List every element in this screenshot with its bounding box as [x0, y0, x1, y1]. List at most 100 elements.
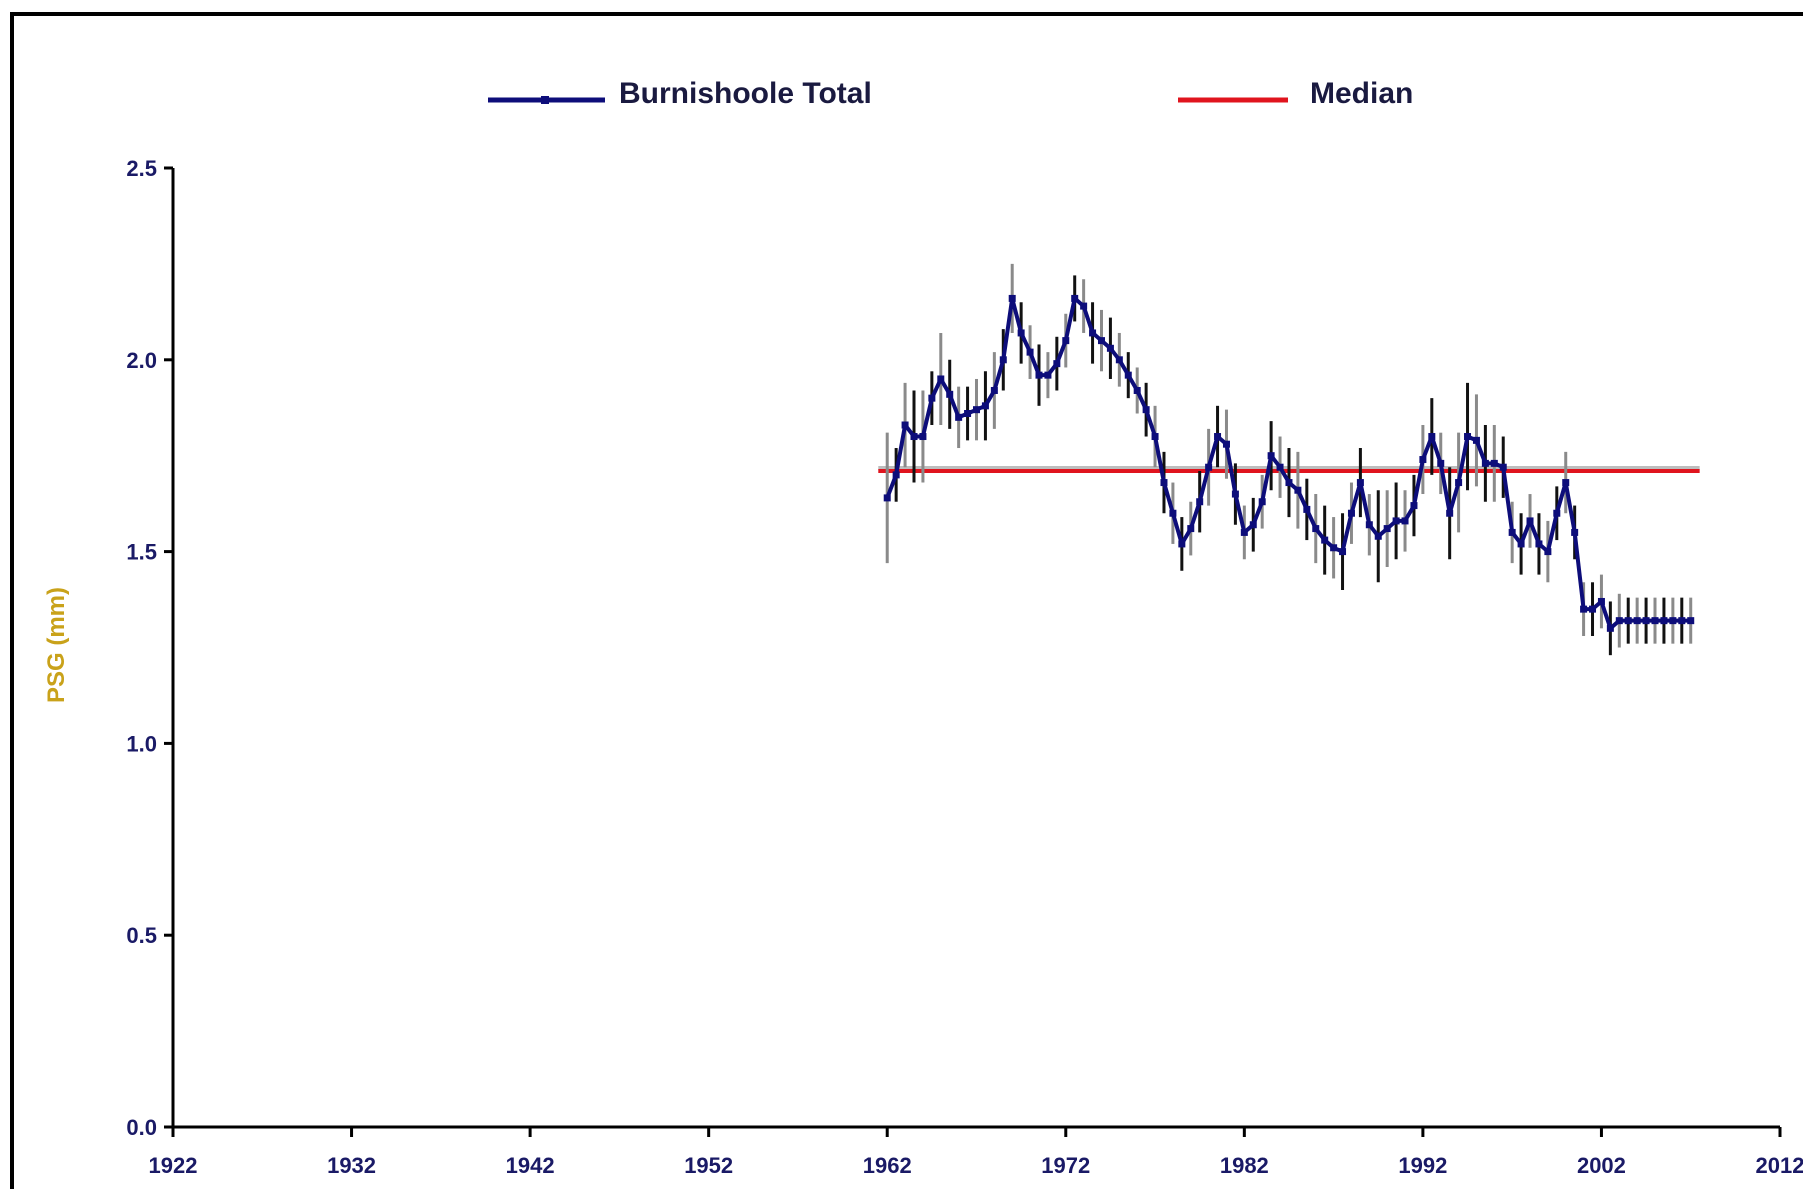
data-point [1089, 329, 1097, 337]
data-point [1276, 463, 1284, 471]
data-point [1160, 479, 1168, 487]
data-point [1196, 498, 1204, 506]
data-point [919, 433, 927, 441]
data-point [990, 386, 998, 394]
x-tick-label: 1972 [1041, 1153, 1090, 1178]
data-point [1428, 433, 1436, 441]
y-tick-label: 2.0 [126, 348, 157, 373]
data-point [1365, 521, 1373, 529]
x-tick-label: 2012 [1756, 1153, 1803, 1178]
data-point [1535, 540, 1543, 548]
data-point [1481, 459, 1489, 467]
data-point [892, 471, 900, 479]
x-tick-label: 1992 [1398, 1153, 1447, 1178]
data-point [1455, 479, 1463, 487]
legend-item-series: Burnishoole Total [488, 77, 872, 110]
data-point [1410, 502, 1418, 510]
data-point [1508, 528, 1516, 536]
data-point [1017, 329, 1025, 337]
data-point [1597, 597, 1605, 605]
y-axis-title: PSG (mm) [43, 587, 70, 703]
data-point [1142, 406, 1150, 414]
data-point [1678, 617, 1686, 625]
y-tick-label: 0.0 [126, 1115, 157, 1140]
data-point [981, 402, 989, 410]
data-point [1231, 490, 1239, 498]
data-point [1526, 517, 1534, 525]
data-point [1222, 440, 1230, 448]
x-tick-label: 1932 [327, 1153, 376, 1178]
legend-item-median: Median [1178, 77, 1413, 110]
data-point [1472, 436, 1480, 444]
data-point [1446, 509, 1454, 517]
data-point [1383, 525, 1391, 533]
data-point [1053, 360, 1061, 368]
data-point [1267, 452, 1275, 460]
data-point [1356, 479, 1364, 487]
data-point [1374, 532, 1382, 540]
data-point [1580, 605, 1588, 613]
data-point [1687, 617, 1695, 625]
x-tick-label: 1922 [149, 1153, 198, 1178]
data-point [1240, 528, 1248, 536]
data-point [1151, 433, 1159, 441]
data-point [1294, 486, 1302, 494]
y-tick-label: 0.5 [126, 923, 157, 948]
data-point [928, 394, 936, 402]
data-point [1080, 302, 1088, 310]
data-point [1401, 517, 1409, 525]
data-point [1517, 540, 1525, 548]
ticks: 0.0 0.5 1.0 1.5 2.0 2.5 1922 1932 1942 1952 1962 19… [126, 156, 1803, 1178]
data-point [937, 375, 945, 383]
x-tick-label: 1962 [863, 1153, 912, 1178]
data-point [910, 433, 918, 441]
data-point [973, 406, 980, 414]
data-point [1624, 617, 1632, 625]
data-point [1169, 509, 1177, 517]
data-point [1571, 528, 1579, 536]
axes [171, 168, 1780, 1129]
legend-series-marker [541, 96, 549, 104]
x-tick-label: 2002 [1577, 1153, 1626, 1178]
x-tick-label: 1942 [506, 1153, 555, 1178]
data-point [1651, 617, 1659, 625]
data-point [1035, 371, 1043, 379]
data-point [1669, 617, 1677, 625]
data-point [999, 356, 1007, 364]
data-point [1026, 348, 1034, 356]
data-point [1321, 536, 1329, 544]
data-point [1178, 540, 1186, 548]
data-point [1115, 356, 1123, 364]
legend: Burnishoole Total Median [488, 77, 1413, 110]
data-point [1062, 337, 1070, 345]
data-point [1106, 344, 1114, 352]
data-point [1347, 509, 1355, 517]
data-point [1544, 548, 1552, 556]
data-point [1071, 294, 1079, 302]
data-point [1249, 521, 1257, 529]
y-tick-label: 2.5 [126, 156, 157, 181]
legend-series-label: Burnishoole Total [619, 77, 872, 110]
data-point [1133, 386, 1141, 394]
data-point [1097, 337, 1105, 345]
data-point [1437, 459, 1445, 467]
data-point [1642, 617, 1650, 625]
data-point [1419, 456, 1427, 464]
y-tick-label: 1.5 [126, 540, 157, 565]
data-point [1499, 463, 1507, 471]
y-tick-label: 1.0 [126, 731, 157, 756]
data-point [1187, 525, 1195, 533]
data-point [1562, 479, 1570, 487]
data-point [1258, 498, 1266, 506]
data-point [1044, 371, 1052, 379]
data-point [1312, 525, 1320, 533]
data-point [883, 494, 891, 502]
data-point [1392, 517, 1400, 525]
data-point [1589, 605, 1597, 613]
data-point [964, 410, 972, 418]
data-point [1008, 294, 1016, 302]
data-point [1303, 505, 1311, 513]
data-point [1606, 624, 1614, 632]
data-point [955, 413, 963, 421]
